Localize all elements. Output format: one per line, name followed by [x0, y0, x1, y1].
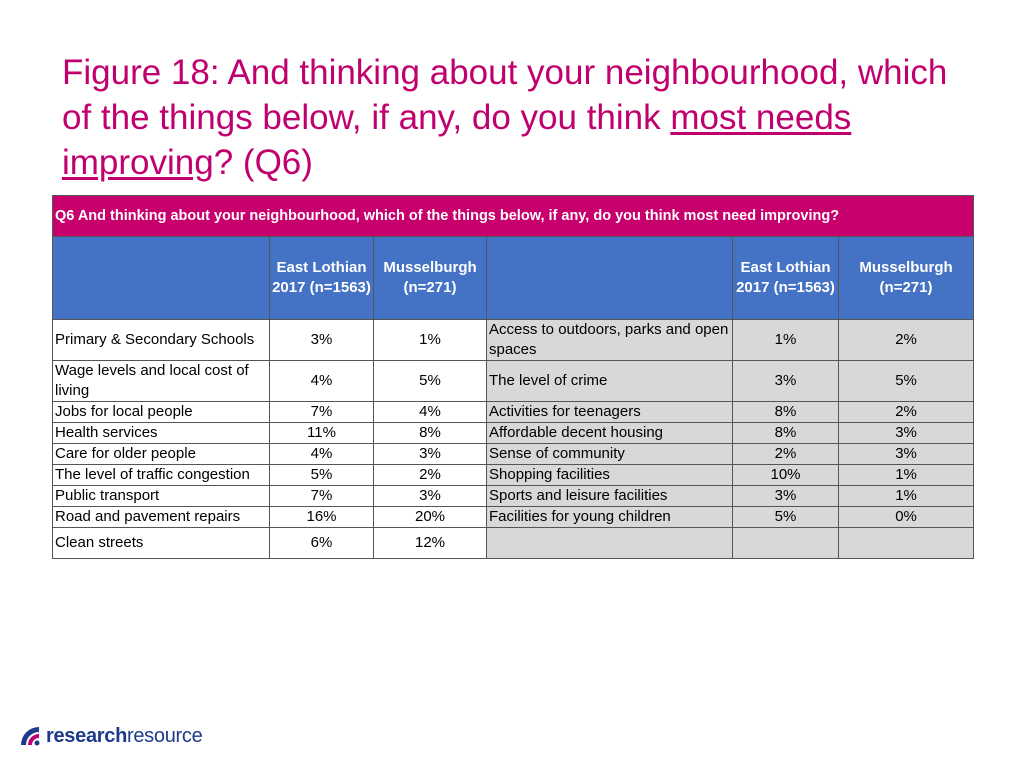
title-underlined: most needs improving — [62, 98, 852, 182]
left-musselburgh-cell: 12% — [373, 527, 487, 559]
right-east-lothian-cell: 5% — [732, 506, 839, 528]
title-part1: Figure 18: And thinking about your neigh… — [62, 53, 948, 137]
right-musselburgh-cell: 1% — [837, 464, 975, 486]
table-row: Primary & Secondary Schools 3% 1% Access to… — [52, 319, 975, 361]
title-part2: ? (Q6) — [213, 143, 313, 182]
slide-title: Figure 18: And thinking about your neigh… — [62, 50, 962, 185]
right-musselburgh-cell: 3% — [837, 422, 975, 444]
left-east-lothian-cell: 3% — [269, 319, 374, 361]
right-label-cell: The level of crime — [486, 360, 733, 402]
right-east-lothian-cell: 2% — [732, 443, 839, 465]
left-label-cell: Jobs for local people — [52, 401, 270, 423]
right-east-lothian-cell: 8% — [732, 401, 839, 423]
left-label-cell: Clean streets — [52, 527, 270, 559]
right-musselburgh-cell: 1% — [837, 485, 975, 507]
table-caption: Q6 And thinking about your neighbourhood… — [51, 195, 975, 237]
table-row: Wage levels and local cost of living 4% 5%… — [52, 360, 975, 402]
table-body: Q6 And thinking about your neighbourhood… — [51, 195, 975, 559]
right-east-lothian-cell: 1% — [732, 319, 839, 361]
header-east-lothian-right: East Lothian 2017 (n=1563) — [732, 236, 839, 320]
header-east-lothian-left: East Lothian 2017 (n=1563) — [269, 236, 374, 320]
research-resource-logo-icon — [21, 727, 40, 746]
left-east-lothian-cell: 16% — [269, 506, 374, 528]
left-label-cell: Public transport — [52, 485, 270, 507]
research-resource-logo: researchresource — [18, 724, 203, 748]
right-label-cell — [486, 527, 733, 559]
right-east-lothian-cell: 3% — [732, 485, 839, 507]
right-musselburgh-cell: 5% — [837, 360, 975, 402]
left-east-lothian-cell: 7% — [269, 485, 374, 507]
left-musselburgh-cell: 3% — [373, 443, 487, 465]
table-row: Health services 11% 8% Affordable decent ho… — [52, 422, 975, 444]
right-east-lothian-cell — [732, 527, 839, 559]
left-musselburgh-cell: 2% — [373, 464, 487, 486]
right-east-lothian-cell: 10% — [732, 464, 839, 486]
header-blank-left — [52, 236, 270, 320]
logo-text: researchresource — [46, 724, 203, 748]
results-table: Q6 And thinking about your neighbourhood… — [51, 195, 975, 559]
left-musselburgh-cell: 1% — [373, 319, 487, 361]
left-musselburgh-cell: 3% — [373, 485, 487, 507]
header-blank-right — [486, 236, 733, 320]
table-row: Road and pavement repairs 16% 20% Facilitie… — [52, 506, 975, 528]
left-label-cell: Care for older people — [52, 443, 270, 465]
right-label-cell: Affordable decent housing — [486, 422, 733, 444]
left-east-lothian-cell: 4% — [269, 443, 374, 465]
left-musselburgh-cell: 5% — [373, 360, 487, 402]
left-label-cell: Road and pavement repairs — [52, 506, 270, 528]
logo-research: research — [46, 724, 127, 747]
left-east-lothian-cell: 7% — [269, 401, 374, 423]
table-row: Care for older people 4% 3% Sense of commun… — [52, 443, 975, 465]
right-musselburgh-cell: 3% — [837, 443, 975, 465]
header-musselburgh-right: Musselburgh (n=271) — [837, 236, 975, 320]
right-musselburgh-cell: 2% — [837, 401, 975, 423]
table-row: Jobs for local people 7% 4% Activities for … — [52, 401, 975, 423]
table-row: The level of traffic congestion 5% 2% Shopp… — [52, 464, 975, 486]
header-row: East Lothian 2017 (n=1563) Musselburgh (… — [52, 236, 975, 320]
right-label-cell: Sports and leisure facilities — [486, 485, 733, 507]
left-east-lothian-cell: 4% — [269, 360, 374, 402]
right-label-cell: Shopping facilities — [486, 464, 733, 486]
table-row: Public transport 7% 3% Sports and leisure f… — [52, 485, 975, 507]
right-musselburgh-cell — [837, 527, 975, 559]
right-musselburgh-cell: 2% — [837, 319, 975, 361]
left-east-lothian-cell: 11% — [269, 422, 374, 444]
right-label-cell: Facilities for young children — [486, 506, 733, 528]
caption-row: Q6 And thinking about your neighbourhood… — [51, 195, 975, 237]
logo-resource: resource — [127, 724, 203, 747]
left-label-cell: Primary & Secondary Schools — [52, 319, 270, 361]
left-musselburgh-cell: 20% — [373, 506, 487, 528]
table-row: Clean streets 6% 12% — [52, 527, 975, 559]
right-label-cell: Sense of community — [486, 443, 733, 465]
left-musselburgh-cell: 8% — [373, 422, 487, 444]
left-label-cell: Health services — [52, 422, 270, 444]
left-east-lothian-cell: 5% — [269, 464, 374, 486]
header-musselburgh-left: Musselburgh (n=271) — [373, 236, 487, 320]
left-musselburgh-cell: 4% — [373, 401, 487, 423]
right-east-lothian-cell: 8% — [732, 422, 839, 444]
left-label-cell: Wage levels and local cost of living — [52, 360, 270, 402]
left-east-lothian-cell: 6% — [269, 527, 374, 559]
left-label-cell: The level of traffic congestion — [52, 464, 270, 486]
right-musselburgh-cell: 0% — [837, 506, 975, 528]
right-label-cell: Activities for teenagers — [486, 401, 733, 423]
right-label-cell: Access to outdoors, parks and open space… — [486, 319, 733, 361]
right-east-lothian-cell: 3% — [732, 360, 839, 402]
